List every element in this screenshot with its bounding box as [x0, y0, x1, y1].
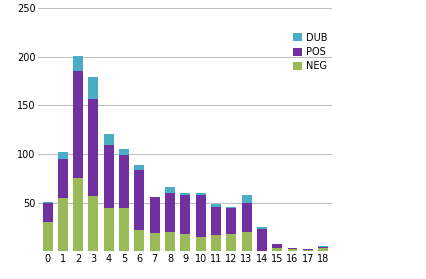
Bar — [73, 71, 83, 178]
Bar — [89, 77, 98, 99]
Legend: DUB, POS, NEG: DUB, POS, NEG — [293, 33, 328, 71]
Bar — [119, 155, 129, 208]
Bar — [73, 178, 83, 251]
Bar — [43, 202, 52, 203]
Bar — [226, 234, 236, 251]
Bar — [119, 149, 129, 155]
Bar — [73, 56, 83, 71]
Bar — [318, 248, 328, 251]
Bar — [165, 232, 175, 251]
Bar — [150, 233, 160, 251]
Bar — [318, 247, 328, 248]
Bar — [303, 250, 313, 251]
Bar — [135, 170, 144, 230]
Bar — [226, 208, 236, 234]
Bar — [135, 165, 144, 170]
Bar — [211, 235, 221, 251]
Bar — [196, 237, 206, 251]
Bar — [242, 232, 251, 251]
Bar — [288, 249, 297, 251]
Bar — [196, 193, 206, 195]
Bar — [104, 134, 114, 145]
Bar — [257, 229, 267, 251]
Bar — [104, 208, 114, 251]
Bar — [226, 207, 236, 208]
Bar — [58, 159, 68, 198]
Bar — [180, 195, 190, 234]
Bar — [257, 227, 267, 229]
Bar — [135, 230, 144, 251]
Bar — [165, 193, 175, 232]
Bar — [58, 152, 68, 159]
Bar — [180, 193, 190, 195]
Bar — [180, 234, 190, 251]
Bar — [119, 208, 129, 251]
Bar — [242, 203, 251, 232]
Bar — [242, 195, 251, 203]
Bar — [43, 203, 52, 222]
Bar — [43, 222, 52, 251]
Bar — [272, 244, 282, 248]
Bar — [272, 248, 282, 251]
Bar — [165, 187, 175, 193]
Bar — [288, 248, 297, 249]
Bar — [89, 99, 98, 196]
Bar — [303, 249, 313, 250]
Bar — [150, 197, 160, 233]
Bar — [196, 195, 206, 237]
Bar — [104, 145, 114, 208]
Bar — [58, 198, 68, 251]
Bar — [318, 246, 328, 247]
Bar — [211, 205, 221, 207]
Bar — [211, 207, 221, 235]
Bar — [89, 196, 98, 251]
